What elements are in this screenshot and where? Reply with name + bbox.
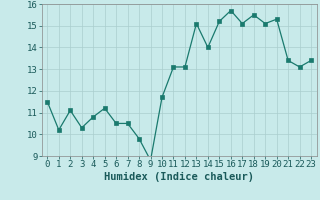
X-axis label: Humidex (Indice chaleur): Humidex (Indice chaleur): [104, 172, 254, 182]
